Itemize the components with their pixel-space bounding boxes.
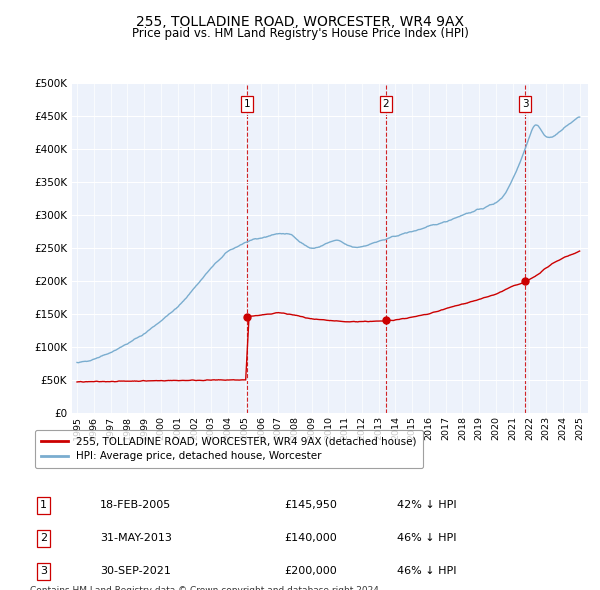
- Text: 42% ↓ HPI: 42% ↓ HPI: [397, 500, 457, 510]
- Text: 18-FEB-2005: 18-FEB-2005: [100, 500, 172, 510]
- Text: Price paid vs. HM Land Registry's House Price Index (HPI): Price paid vs. HM Land Registry's House …: [131, 27, 469, 40]
- Text: 46% ↓ HPI: 46% ↓ HPI: [397, 566, 457, 576]
- Text: 30-SEP-2021: 30-SEP-2021: [100, 566, 171, 576]
- Text: 1: 1: [244, 99, 250, 109]
- Text: 2: 2: [382, 99, 389, 109]
- Text: 255, TOLLADINE ROAD, WORCESTER, WR4 9AX: 255, TOLLADINE ROAD, WORCESTER, WR4 9AX: [136, 15, 464, 29]
- Text: £145,950: £145,950: [284, 500, 337, 510]
- Legend: 255, TOLLADINE ROAD, WORCESTER, WR4 9AX (detached house), HPI: Average price, de: 255, TOLLADINE ROAD, WORCESTER, WR4 9AX …: [35, 430, 422, 468]
- Text: 31-MAY-2013: 31-MAY-2013: [100, 533, 172, 543]
- Text: 3: 3: [40, 566, 47, 576]
- Text: 46% ↓ HPI: 46% ↓ HPI: [397, 533, 457, 543]
- Text: 1: 1: [40, 500, 47, 510]
- Text: £200,000: £200,000: [284, 566, 337, 576]
- Text: 2: 2: [40, 533, 47, 543]
- Text: 3: 3: [522, 99, 529, 109]
- Text: Contains HM Land Registry data © Crown copyright and database right 2024.
This d: Contains HM Land Registry data © Crown c…: [30, 586, 382, 590]
- Text: £140,000: £140,000: [284, 533, 337, 543]
